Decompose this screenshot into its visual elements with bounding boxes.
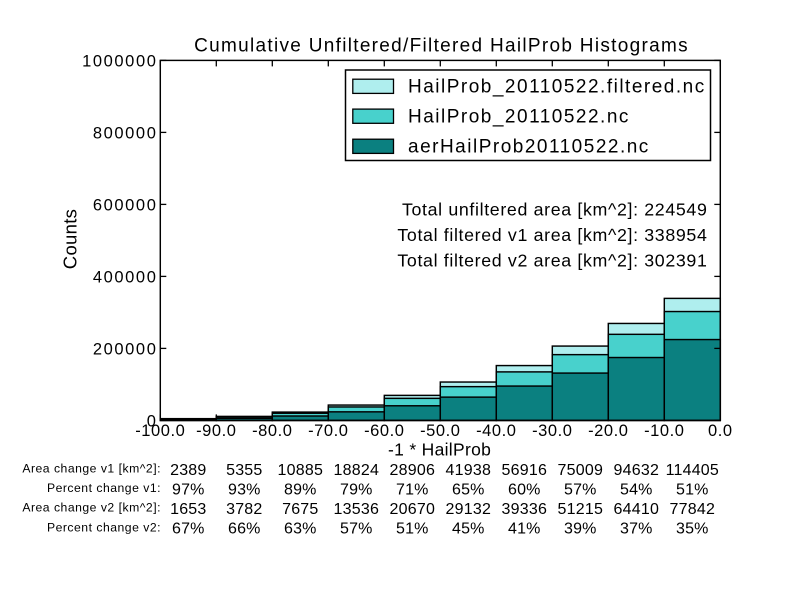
svg-text:1653: 1653: [170, 501, 206, 518]
svg-text:-90.0: -90.0: [196, 422, 236, 440]
svg-text:29132: 29132: [446, 501, 492, 518]
svg-text:Total filtered v1 area [km^2]:: Total filtered v1 area [km^2]: 338954: [397, 225, 707, 245]
svg-text:Percent change v1:: Percent change v1:: [47, 481, 161, 495]
svg-text:65%: 65%: [452, 482, 485, 499]
svg-text:97%: 97%: [172, 482, 205, 499]
svg-text:51%: 51%: [396, 521, 429, 538]
svg-text:89%: 89%: [284, 482, 317, 499]
svg-text:-1 * HailProb: -1 * HailProb: [388, 440, 491, 460]
svg-text:-80.0: -80.0: [252, 422, 292, 440]
svg-text:35%: 35%: [676, 521, 709, 538]
svg-text:37%: 37%: [620, 521, 653, 538]
svg-text:51%: 51%: [676, 482, 709, 499]
svg-text:18824: 18824: [334, 462, 380, 479]
svg-text:0: 0: [147, 412, 158, 430]
svg-text:Percent change v2:: Percent change v2:: [47, 520, 161, 534]
svg-text:HailProb_20110522.filtered.nc: HailProb_20110522.filtered.nc: [408, 77, 706, 98]
svg-text:39%: 39%: [564, 521, 597, 538]
svg-text:-50.0: -50.0: [420, 422, 460, 440]
svg-text:41%: 41%: [508, 521, 541, 538]
svg-text:45%: 45%: [452, 521, 485, 538]
svg-text:HailProb_20110522.nc: HailProb_20110522.nc: [408, 106, 630, 127]
svg-text:400000: 400000: [93, 268, 158, 286]
svg-text:Cumulative Unfiltered/Filtered: Cumulative Unfiltered/Filtered HailProb …: [194, 36, 689, 57]
svg-text:-100.0: -100.0: [135, 422, 185, 440]
svg-text:2389: 2389: [170, 462, 206, 479]
svg-text:7675: 7675: [282, 501, 318, 518]
svg-text:57%: 57%: [340, 521, 373, 538]
svg-text:75009: 75009: [558, 462, 604, 479]
svg-text:-40.0: -40.0: [476, 422, 516, 440]
svg-text:Total filtered v2 area [km^2]:: Total filtered v2 area [km^2]: 302391: [397, 251, 707, 271]
svg-text:114405: 114405: [666, 462, 719, 479]
svg-text:54%: 54%: [620, 482, 653, 499]
svg-text:56916: 56916: [502, 462, 548, 479]
svg-text:-70.0: -70.0: [308, 422, 348, 440]
svg-text:28906: 28906: [390, 462, 436, 479]
svg-text:39336: 39336: [502, 501, 548, 518]
svg-text:Total unfiltered area [km^2]:: Total unfiltered area [km^2]: 224549: [402, 200, 708, 220]
svg-text:79%: 79%: [340, 482, 373, 499]
svg-text:93%: 93%: [228, 482, 261, 499]
svg-text:-60.0: -60.0: [364, 422, 404, 440]
svg-text:3782: 3782: [226, 501, 262, 518]
svg-text:66%: 66%: [228, 521, 261, 538]
svg-text:10885: 10885: [278, 462, 324, 479]
svg-text:600000: 600000: [93, 196, 158, 214]
svg-text:67%: 67%: [172, 521, 205, 538]
svg-text:1000000: 1000000: [82, 52, 157, 70]
svg-text:800000: 800000: [93, 124, 158, 142]
svg-text:-20.0: -20.0: [588, 422, 628, 440]
svg-text:13536: 13536: [334, 501, 380, 518]
svg-text:64410: 64410: [614, 501, 660, 518]
svg-text:5355: 5355: [226, 462, 262, 479]
svg-text:57%: 57%: [564, 482, 597, 499]
svg-text:20670: 20670: [390, 501, 436, 518]
svg-text:94632: 94632: [614, 462, 660, 479]
svg-text:aerHailProb20110522.nc: aerHailProb20110522.nc: [408, 137, 650, 158]
svg-text:51215: 51215: [558, 501, 604, 518]
svg-text:71%: 71%: [396, 482, 429, 499]
svg-text:-30.0: -30.0: [532, 422, 572, 440]
svg-text:63%: 63%: [284, 521, 317, 538]
svg-text:Counts: Counts: [60, 209, 81, 269]
svg-text:Area change v1 [km^2]:: Area change v1 [km^2]:: [22, 462, 161, 476]
svg-text:77842: 77842: [670, 501, 716, 518]
svg-text:Area change v2 [km^2]:: Area change v2 [km^2]:: [22, 501, 161, 515]
svg-text:-10.0: -10.0: [644, 422, 684, 440]
svg-text:41938: 41938: [446, 462, 492, 479]
svg-text:60%: 60%: [508, 482, 541, 499]
svg-text:200000: 200000: [93, 340, 158, 358]
svg-text:0.0: 0.0: [708, 422, 733, 440]
